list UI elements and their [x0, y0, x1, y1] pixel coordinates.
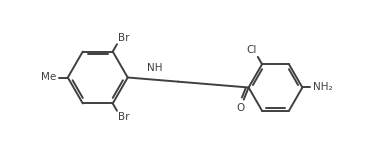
Text: NH₂: NH₂: [313, 82, 333, 93]
Text: Br: Br: [119, 112, 130, 122]
Text: Me: Me: [41, 73, 56, 82]
Text: Cl: Cl: [246, 45, 256, 55]
Text: NH: NH: [147, 63, 163, 73]
Text: O: O: [236, 103, 245, 113]
Text: Br: Br: [119, 33, 130, 43]
